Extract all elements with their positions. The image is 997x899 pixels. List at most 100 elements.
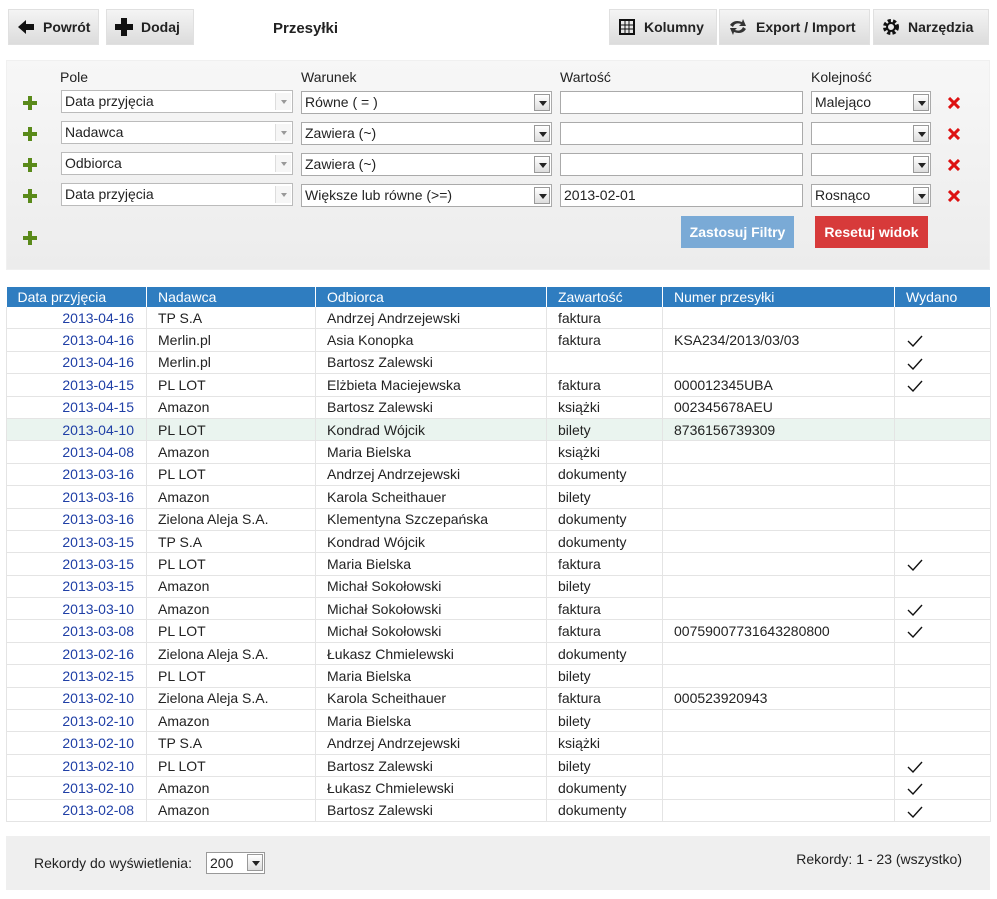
- order-select[interactable]: Rosnąco: [811, 184, 931, 207]
- content-cell: faktura: [547, 374, 663, 396]
- order-select[interactable]: Malejąco: [811, 91, 931, 114]
- value-input[interactable]: [560, 91, 803, 114]
- content-cell: faktura: [547, 307, 663, 329]
- table-row: 2013-02-10PL LOTBartosz Zalewskibilety: [7, 754, 991, 776]
- date-cell[interactable]: 2013-04-16: [7, 351, 147, 373]
- delivered-cell: [895, 508, 991, 530]
- column-header[interactable]: Zawartość: [547, 287, 663, 307]
- records-summary: Rekordy: 1 - 23 (wszystko): [796, 851, 962, 867]
- condition-select[interactable]: Zawiera (~): [301, 122, 552, 145]
- date-cell[interactable]: 2013-02-10: [7, 687, 147, 709]
- date-cell[interactable]: 2013-03-10: [7, 598, 147, 620]
- table-row: 2013-03-15TP S.AKondrad Wójcikdokumenty: [7, 530, 991, 552]
- date-cell[interactable]: 2013-02-08: [7, 799, 147, 821]
- value-input[interactable]: [560, 153, 803, 176]
- sender-cell: PL LOT: [147, 374, 316, 396]
- field-select[interactable]: Data przyjęcia: [61, 183, 293, 206]
- delete-row-icon[interactable]: [948, 159, 960, 171]
- date-cell[interactable]: 2013-04-10: [7, 418, 147, 440]
- date-cell[interactable]: 2013-02-10: [7, 732, 147, 754]
- date-cell[interactable]: 2013-03-15: [7, 553, 147, 575]
- value-input-text: 2013-02-01: [564, 187, 636, 203]
- columns-button[interactable]: Kolumny: [609, 9, 717, 45]
- tools-label: Narzędzia: [908, 19, 973, 35]
- back-button[interactable]: Powrót: [8, 9, 99, 45]
- date-cell[interactable]: 2013-02-16: [7, 642, 147, 664]
- order-select[interactable]: [811, 122, 931, 145]
- number-cell: 8736156739309: [663, 418, 895, 440]
- date-cell[interactable]: 2013-03-15: [7, 575, 147, 597]
- content-cell: bilety: [547, 486, 663, 508]
- table-row: 2013-03-15PL LOTMaria Bielskafaktura: [7, 553, 991, 575]
- date-cell[interactable]: 2013-03-15: [7, 530, 147, 552]
- date-cell[interactable]: 2013-02-10: [7, 777, 147, 799]
- value-input[interactable]: [560, 122, 803, 145]
- check-mark: [907, 335, 923, 347]
- table-row: 2013-04-15PL LOTElżbieta Maciejewskafakt…: [7, 374, 991, 396]
- add-row-icon[interactable]: [23, 189, 37, 203]
- date-cell[interactable]: 2013-03-16: [7, 463, 147, 485]
- delete-row-icon[interactable]: [948, 128, 960, 140]
- date-cell[interactable]: 2013-04-15: [7, 374, 147, 396]
- order-select[interactable]: [811, 153, 931, 176]
- number-cell: [663, 553, 895, 575]
- add-button[interactable]: Dodaj: [106, 9, 194, 45]
- date-cell[interactable]: 2013-04-15: [7, 396, 147, 418]
- page-size-select[interactable]: 200: [206, 852, 265, 874]
- delivered-cell: [895, 754, 991, 776]
- delete-row-icon[interactable]: [948, 190, 960, 202]
- table-row: 2013-04-10PL LOTKondrad Wójcikbilety8736…: [7, 418, 991, 440]
- number-cell: [663, 307, 895, 329]
- field-select[interactable]: Odbiorca: [61, 152, 293, 175]
- date-cell[interactable]: 2013-04-16: [7, 307, 147, 329]
- recipient-cell: Bartosz Zalewski: [316, 396, 547, 418]
- date-cell[interactable]: 2013-02-10: [7, 754, 147, 776]
- column-header[interactable]: Wydano: [895, 287, 991, 307]
- reset-view-button[interactable]: Resetuj widok: [815, 216, 928, 248]
- date-cell[interactable]: 2013-03-08: [7, 620, 147, 642]
- content-cell: bilety: [547, 754, 663, 776]
- column-header[interactable]: Odbiorca: [316, 287, 547, 307]
- condition-select[interactable]: Zawiera (~): [301, 153, 552, 176]
- select-arrow: [534, 156, 550, 173]
- tools-button[interactable]: Narzędzia: [873, 9, 989, 45]
- date-cell[interactable]: 2013-04-08: [7, 441, 147, 463]
- date-cell[interactable]: 2013-03-16: [7, 508, 147, 530]
- condition-select[interactable]: Równe ( = ): [301, 91, 552, 114]
- content-cell: dokumenty: [547, 642, 663, 664]
- content-cell: dokumenty: [547, 530, 663, 552]
- delete-row-icon[interactable]: [948, 97, 960, 109]
- page-title: Przesyłki: [273, 20, 338, 37]
- condition-select[interactable]: Większe lub równe (>=): [301, 184, 552, 207]
- value-input[interactable]: 2013-02-01: [560, 184, 803, 207]
- column-header[interactable]: Nadawca: [147, 287, 316, 307]
- number-cell: [663, 754, 895, 776]
- add-row-icon[interactable]: [23, 158, 37, 172]
- date-cell[interactable]: 2013-02-10: [7, 710, 147, 732]
- check-mark: [907, 761, 923, 773]
- date-cell[interactable]: 2013-04-16: [7, 329, 147, 351]
- date-cell[interactable]: 2013-02-15: [7, 665, 147, 687]
- add-row-icon[interactable]: [23, 127, 37, 141]
- sender-cell: Zielona Aleja S.A.: [147, 687, 316, 709]
- recipient-cell: Łukasz Chmielewski: [316, 777, 547, 799]
- delivered-cell: [895, 463, 991, 485]
- condition-header: Warunek: [301, 69, 357, 85]
- field-select[interactable]: Data przyjęcia: [61, 90, 293, 113]
- table-row: 2013-03-16AmazonKarola Scheithauerbilety: [7, 486, 991, 508]
- column-header[interactable]: Data przyjęcia: [7, 287, 147, 307]
- export-button[interactable]: Export / Import: [719, 9, 870, 45]
- table-row: 2013-02-15PL LOTMaria Bielskabilety: [7, 665, 991, 687]
- add-filter-icon[interactable]: [23, 231, 37, 245]
- field-select[interactable]: Nadawca: [61, 121, 293, 144]
- number-cell: 000012345UBA: [663, 374, 895, 396]
- content-cell: [547, 351, 663, 373]
- date-cell[interactable]: 2013-03-16: [7, 486, 147, 508]
- column-header[interactable]: Numer przesyłki: [663, 287, 895, 307]
- sender-cell: TP S.A: [147, 307, 316, 329]
- apply-filters-button[interactable]: Zastosuj Filtry: [681, 216, 794, 248]
- back-icon: [17, 19, 35, 35]
- table-row: 2013-03-16Zielona Aleja S.A.Klementyna S…: [7, 508, 991, 530]
- add-row-icon[interactable]: [23, 96, 37, 110]
